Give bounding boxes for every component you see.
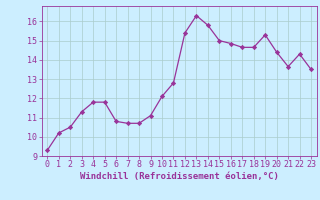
X-axis label: Windchill (Refroidissement éolien,°C): Windchill (Refroidissement éolien,°C)	[80, 172, 279, 181]
